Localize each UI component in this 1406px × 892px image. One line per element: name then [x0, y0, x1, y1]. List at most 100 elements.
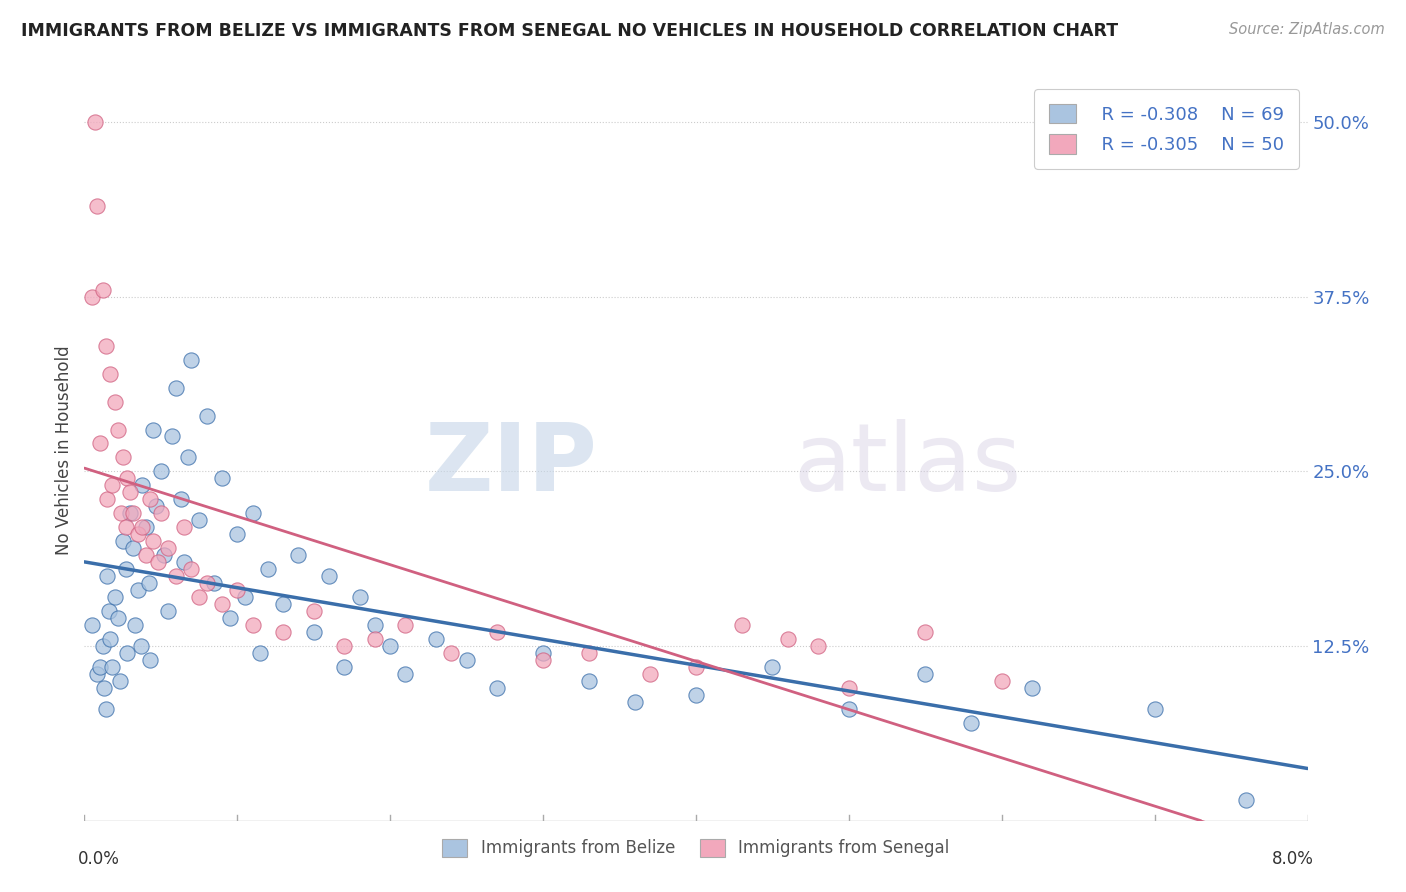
- Point: [287, 548, 309, 562]
- Point: [108, 673, 131, 688]
- Point: [394, 667, 416, 681]
- Point: [135, 520, 157, 534]
- Point: [80, 618, 103, 632]
- Point: [94, 702, 117, 716]
- Point: [195, 576, 218, 591]
- Point: [104, 394, 127, 409]
- Point: [138, 576, 160, 591]
- Point: [97, 604, 120, 618]
- Point: [233, 590, 256, 604]
- Point: [127, 583, 149, 598]
- Point: [761, 660, 783, 674]
- Point: [318, 569, 340, 583]
- Point: [139, 492, 162, 507]
- Point: [226, 583, 249, 598]
- Point: [349, 590, 371, 604]
- Point: [685, 660, 707, 674]
- Point: [131, 478, 153, 492]
- Point: [91, 283, 114, 297]
- Point: [101, 478, 124, 492]
- Point: [101, 660, 124, 674]
- Point: [249, 646, 271, 660]
- Point: [776, 632, 799, 646]
- Point: [91, 639, 114, 653]
- Point: [271, 625, 294, 640]
- Point: [638, 667, 661, 681]
- Point: [114, 562, 136, 576]
- Point: [257, 562, 280, 576]
- Point: [394, 618, 416, 632]
- Point: [486, 625, 509, 640]
- Text: ZIP: ZIP: [425, 419, 598, 511]
- Point: [120, 485, 142, 500]
- Point: [242, 618, 264, 632]
- Point: [86, 199, 108, 213]
- Text: 8.0%: 8.0%: [1272, 850, 1313, 868]
- Point: [149, 464, 172, 478]
- Point: [114, 520, 136, 534]
- Point: [142, 423, 165, 437]
- Point: [84, 115, 107, 129]
- Point: [89, 436, 111, 450]
- Point: [960, 715, 983, 730]
- Point: [242, 506, 264, 520]
- Point: [188, 513, 211, 527]
- Point: [149, 506, 172, 520]
- Point: [456, 653, 478, 667]
- Point: [211, 471, 233, 485]
- Point: [1021, 681, 1043, 695]
- Point: [364, 632, 387, 646]
- Point: [486, 681, 509, 695]
- Point: [160, 429, 183, 443]
- Point: [531, 646, 554, 660]
- Point: [173, 520, 195, 534]
- Point: [173, 555, 195, 569]
- Point: [122, 506, 145, 520]
- Point: [124, 618, 146, 632]
- Point: [440, 646, 463, 660]
- Point: [111, 534, 134, 549]
- Point: [425, 632, 447, 646]
- Point: [1143, 702, 1166, 716]
- Point: [302, 604, 325, 618]
- Point: [98, 367, 121, 381]
- Point: [96, 492, 118, 507]
- Point: [914, 625, 936, 640]
- Point: [145, 500, 167, 514]
- Point: [153, 548, 176, 562]
- Point: [170, 492, 193, 507]
- Text: IMMIGRANTS FROM BELIZE VS IMMIGRANTS FROM SENEGAL NO VEHICLES IN HOUSEHOLD CORRE: IMMIGRANTS FROM BELIZE VS IMMIGRANTS FRO…: [21, 22, 1118, 40]
- Point: [165, 569, 187, 583]
- Point: [188, 590, 211, 604]
- Point: [838, 702, 860, 716]
- Point: [624, 695, 647, 709]
- Point: [271, 597, 294, 611]
- Point: [111, 450, 134, 465]
- Point: [139, 653, 162, 667]
- Point: [731, 618, 754, 632]
- Point: [135, 548, 157, 562]
- Point: [89, 660, 111, 674]
- Point: [127, 527, 149, 541]
- Point: [107, 423, 129, 437]
- Point: [218, 611, 240, 625]
- Point: [98, 632, 121, 646]
- Point: [157, 604, 180, 618]
- Point: [86, 667, 108, 681]
- Point: [333, 639, 356, 653]
- Point: [531, 653, 554, 667]
- Text: Source: ZipAtlas.com: Source: ZipAtlas.com: [1229, 22, 1385, 37]
- Legend: Immigrants from Belize, Immigrants from Senegal: Immigrants from Belize, Immigrants from …: [436, 832, 956, 864]
- Point: [195, 409, 218, 423]
- Point: [578, 673, 600, 688]
- Point: [991, 673, 1014, 688]
- Point: [226, 527, 249, 541]
- Point: [211, 597, 233, 611]
- Point: [180, 352, 202, 367]
- Point: [94, 339, 117, 353]
- Point: [333, 660, 356, 674]
- Text: atlas: atlas: [794, 419, 1022, 511]
- Point: [685, 688, 707, 702]
- Point: [107, 611, 129, 625]
- Point: [578, 646, 600, 660]
